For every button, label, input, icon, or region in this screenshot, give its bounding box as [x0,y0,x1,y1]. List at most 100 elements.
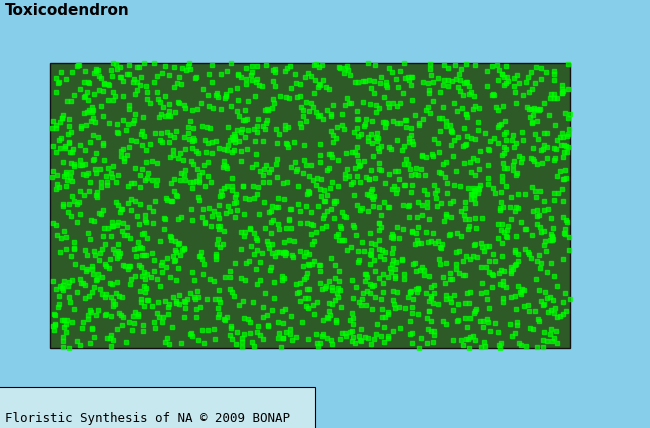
Point [220,163,231,169]
Point [454,270,464,276]
Point [179,172,189,178]
Point [79,93,89,100]
Point [530,193,541,200]
Point [311,229,322,236]
Point [281,93,291,100]
Point [458,342,468,349]
Point [165,154,176,160]
Point [106,343,116,350]
Point [99,225,109,232]
Point [117,228,127,235]
Point [306,241,317,248]
Point [362,274,372,281]
Point [185,178,196,185]
Point [407,97,417,104]
Point [51,285,61,292]
Point [153,95,163,102]
Point [428,290,439,297]
Point [297,319,307,326]
Point [488,271,498,278]
Point [67,177,77,184]
Point [86,217,96,224]
Point [464,223,474,229]
Point [187,217,197,224]
Point [348,224,359,231]
Point [390,168,400,175]
Point [301,248,311,255]
Point [214,223,225,230]
Point [447,129,458,136]
Point [313,342,323,349]
Point [406,82,417,89]
Point [315,339,325,346]
Point [348,320,358,327]
Point [534,252,544,259]
Point [49,321,60,328]
Point [219,158,229,165]
Point [312,339,322,346]
Point [89,284,99,291]
Point [140,176,151,183]
Point [139,283,150,290]
Point [365,250,376,257]
Point [191,287,202,294]
Point [61,169,72,176]
Point [248,299,259,306]
Point [358,158,369,165]
Point [173,98,183,105]
Point [445,122,456,128]
Point [302,336,313,342]
Point [200,220,210,226]
Point [315,268,325,274]
Point [406,125,416,131]
Point [557,88,567,95]
Point [511,172,521,179]
Point [101,172,111,179]
Point [87,109,98,116]
Point [495,205,506,212]
Point [242,127,253,134]
Point [317,333,327,339]
Point [280,306,290,312]
Point [482,316,493,323]
Point [272,249,282,256]
Point [87,326,98,333]
Point [467,155,478,162]
Point [386,234,396,241]
Point [100,261,110,268]
Point [344,173,354,180]
Point [171,276,181,283]
Point [468,187,478,193]
Point [423,273,434,280]
Point [263,107,274,113]
Point [489,135,499,142]
Point [284,237,294,244]
Point [535,188,545,195]
Point [75,162,85,169]
Point [371,134,382,140]
Point [111,290,122,297]
Point [484,147,495,154]
Point [187,160,198,167]
Point [278,334,289,341]
Point [289,139,299,146]
Point [142,88,152,95]
Point [68,163,79,169]
Point [391,185,402,192]
Point [426,318,436,325]
Point [136,131,146,137]
Point [220,95,230,102]
Point [61,321,72,327]
Point [437,241,448,248]
Point [369,78,380,85]
Point [516,158,526,165]
Point [466,135,476,142]
Point [509,144,519,151]
Point [311,299,322,306]
Point [460,215,470,222]
Point [302,285,312,292]
Point [66,97,77,104]
Point [55,292,65,299]
Point [294,298,305,305]
Point [227,149,238,156]
